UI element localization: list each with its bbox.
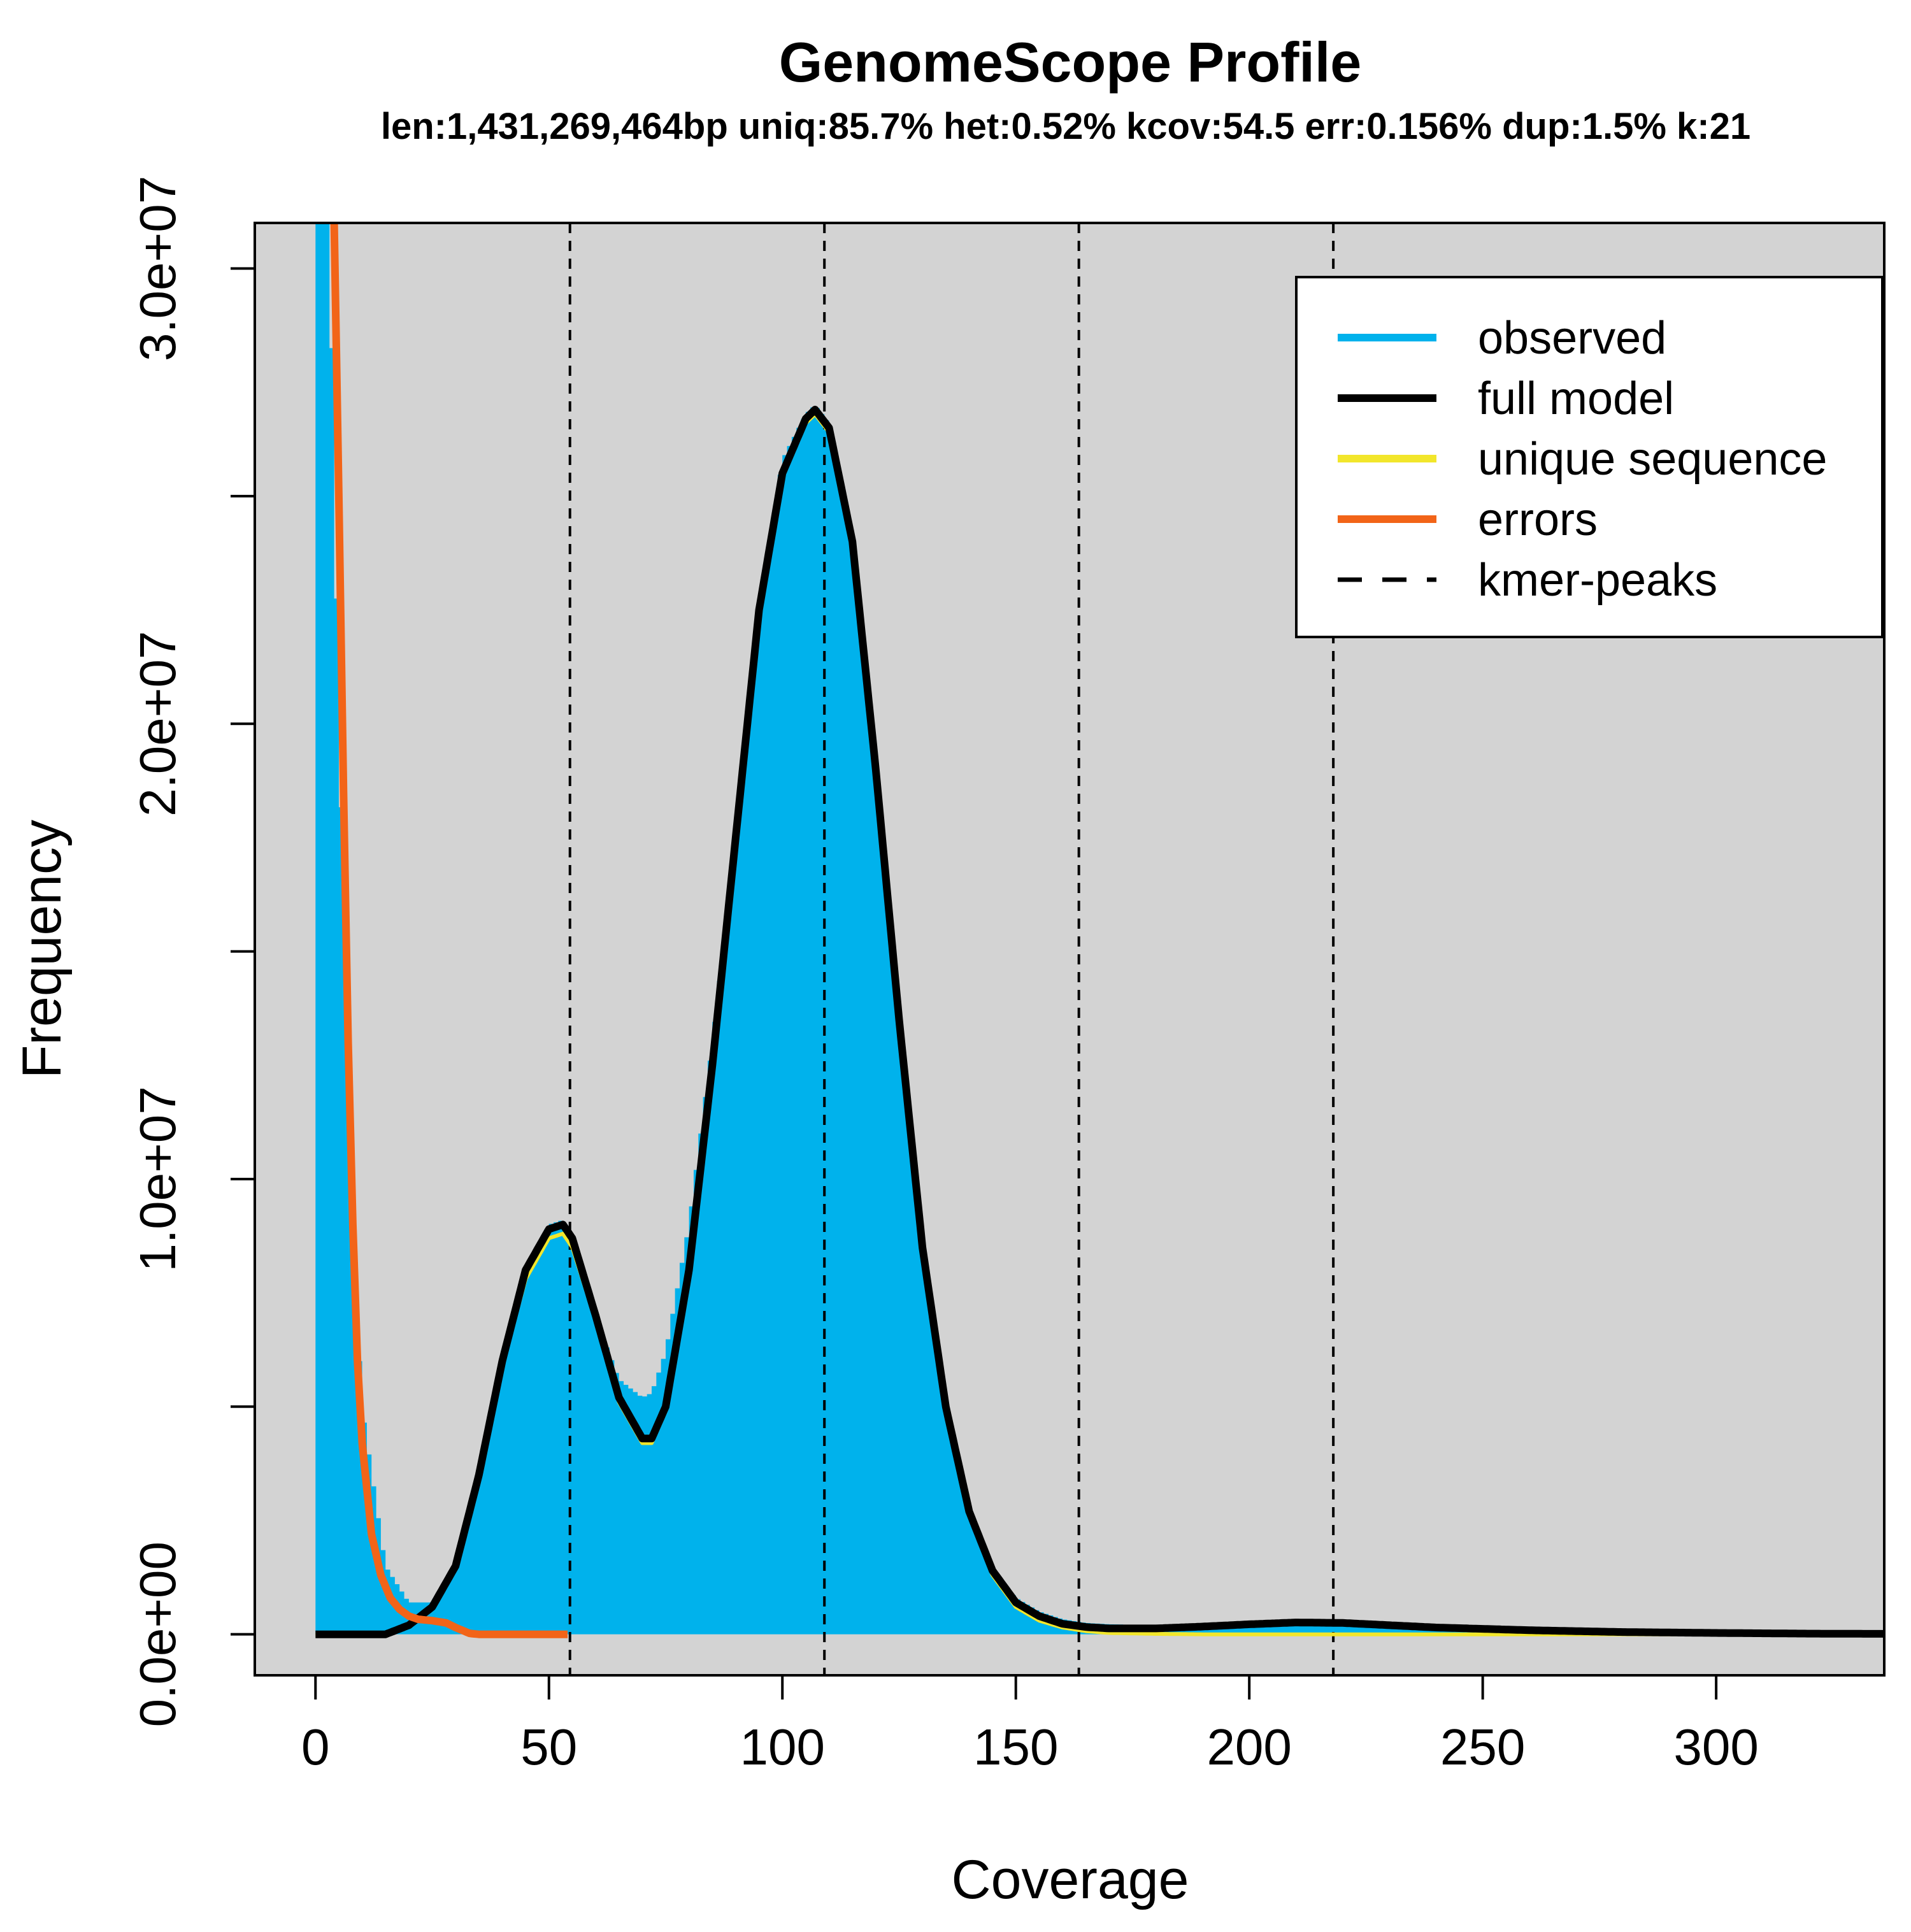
- x-tick-label: 250: [1440, 1719, 1525, 1775]
- x-axis-label: Coverage: [952, 1849, 1189, 1910]
- series-errors: [330, 223, 569, 1638]
- series-observed: [315, 223, 1884, 1635]
- legend: observed full model unique sequence errors k…: [1295, 276, 1884, 638]
- chart-title: GenomeScope Profile: [779, 31, 1361, 94]
- legend-label: unique sequence: [1478, 434, 1827, 485]
- legend-label: kmer-peaks: [1478, 555, 1717, 606]
- chart-subtitle: len:1,431,269,464bp uniq:85.7% het:0.52%…: [381, 106, 1750, 147]
- x-tick-label: 100: [740, 1719, 824, 1775]
- x-tick-label: 150: [973, 1719, 1058, 1775]
- legend-label: full model: [1478, 373, 1674, 424]
- y-tick-label: 2.0e+07: [129, 631, 186, 817]
- x-tick-label: 50: [520, 1719, 577, 1775]
- y-tick-label: 3.0e+07: [129, 176, 186, 361]
- legend-label: observed: [1478, 313, 1666, 364]
- y-axis: 0.0e+00 1.0e+07 2.0e+07 3.0e+07: [129, 176, 256, 1727]
- x-tick-label: 0: [301, 1719, 330, 1775]
- y-axis-label: Frequency: [11, 820, 73, 1078]
- x-tick-label: 300: [1673, 1719, 1758, 1775]
- legend-label: errors: [1478, 494, 1598, 545]
- x-tick-label: 200: [1206, 1719, 1291, 1775]
- x-axis: 0 50 100 150 200 250 300: [301, 1674, 1759, 1775]
- y-tick-label: 0.0e+00: [129, 1542, 186, 1727]
- y-tick-label: 1.0e+07: [129, 1086, 186, 1271]
- series-full-model: [313, 406, 1884, 1638]
